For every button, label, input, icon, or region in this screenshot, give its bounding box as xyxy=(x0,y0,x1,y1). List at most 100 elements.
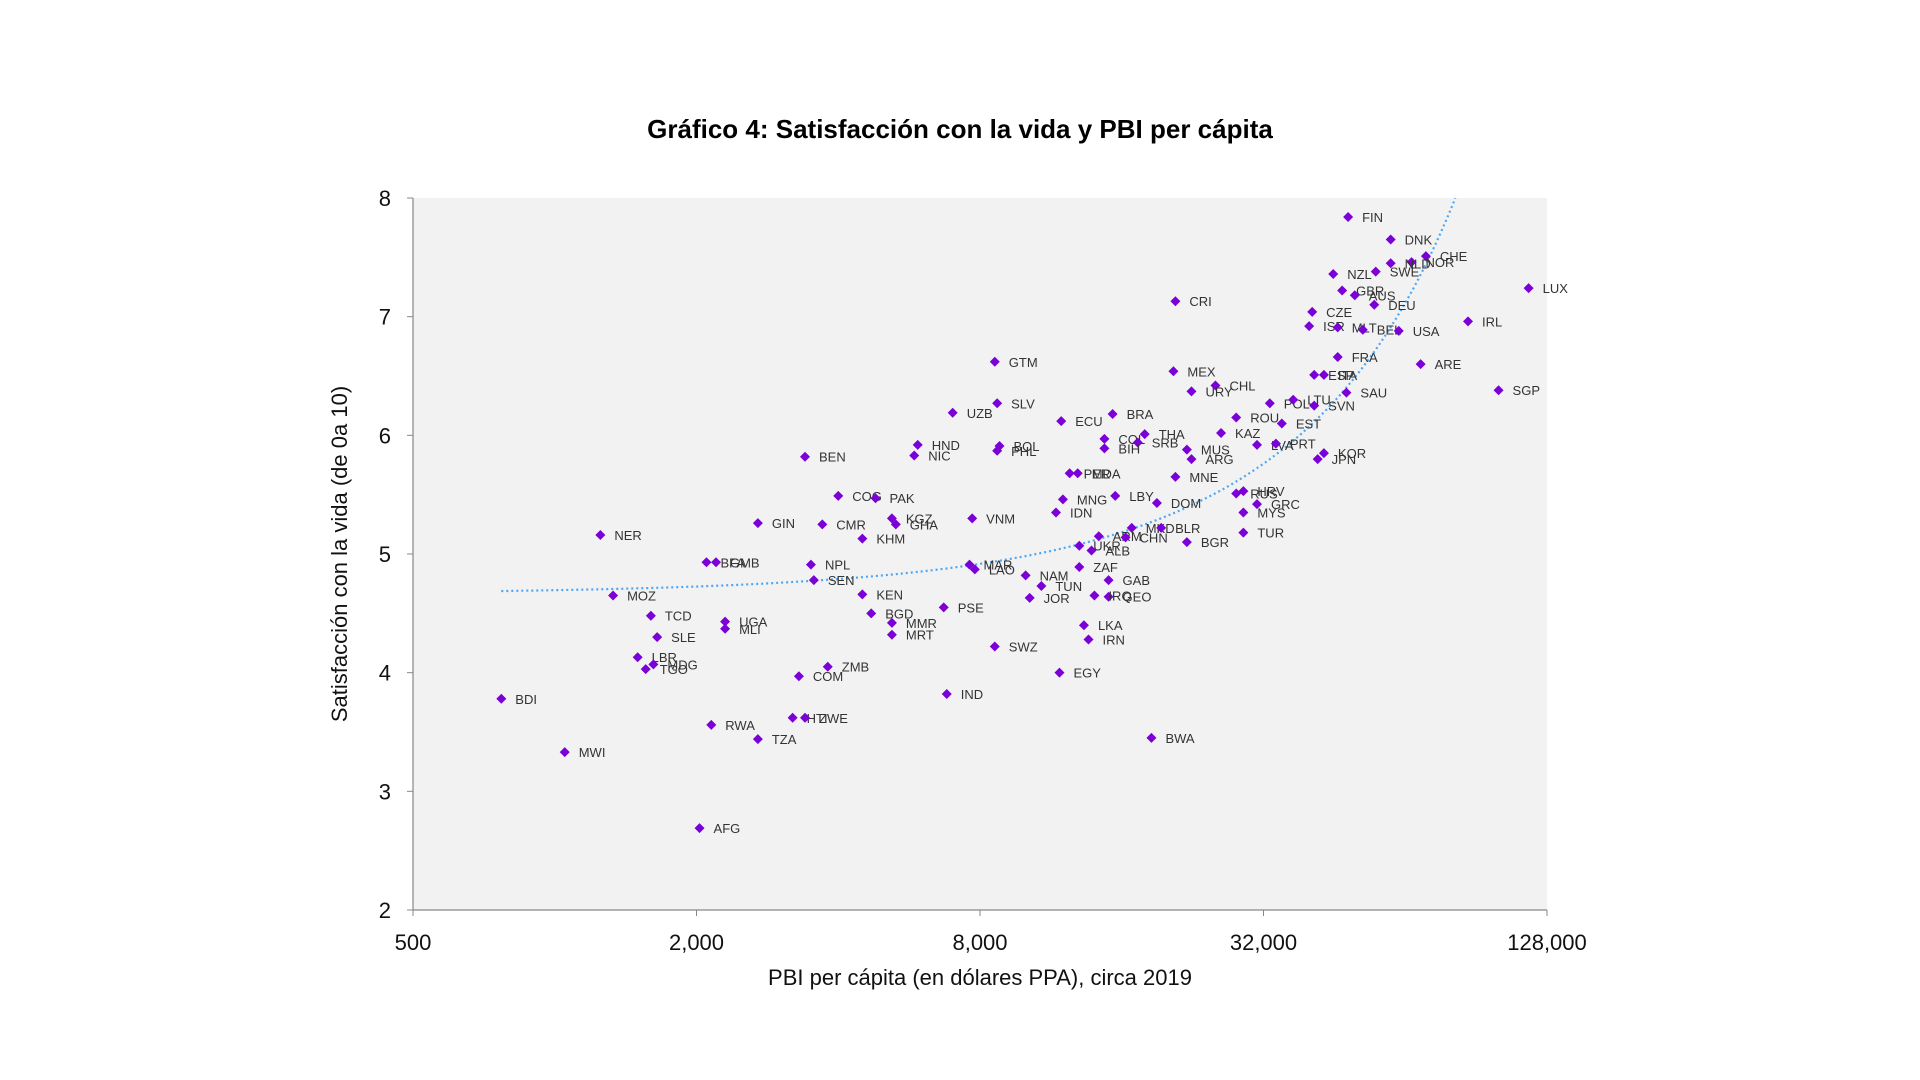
point-label: ALB xyxy=(1106,543,1131,558)
data-point-ecu xyxy=(1056,416,1067,427)
data-point-sen xyxy=(808,575,819,586)
data-point-lao xyxy=(969,564,980,575)
point-label: GTM xyxy=(1009,355,1038,370)
data-point-svn xyxy=(1309,400,1320,411)
data-point-ita xyxy=(1318,369,1329,380)
point-label: UZB xyxy=(967,406,993,421)
x-tick-label: 2,000 xyxy=(669,930,724,955)
point-label: SWE xyxy=(1390,265,1420,280)
point-label: SEN xyxy=(828,573,855,588)
point-label: HRV xyxy=(1257,484,1285,499)
data-point-mys xyxy=(1238,507,1249,518)
data-point-ury xyxy=(1186,386,1197,397)
y-tick-label: 8 xyxy=(379,186,391,211)
data-point-are xyxy=(1415,359,1426,370)
point-label: CHL xyxy=(1229,378,1255,393)
data-point-tcd xyxy=(645,610,656,621)
point-label: SVN xyxy=(1328,399,1355,414)
point-label: VNM xyxy=(986,511,1015,526)
point-label: SLV xyxy=(1011,396,1035,411)
x-tick-label: 128,000 xyxy=(1507,930,1587,955)
data-point-cri xyxy=(1170,296,1181,307)
point-label: LUX xyxy=(1543,281,1569,296)
data-point-mkd xyxy=(1126,522,1137,533)
data-point-pse xyxy=(938,602,949,613)
point-label: GHA xyxy=(910,517,939,532)
point-label: ARG xyxy=(1205,452,1233,467)
point-label: HND xyxy=(932,438,960,453)
x-tick-label: 500 xyxy=(395,930,432,955)
point-label: CRI xyxy=(1189,294,1211,309)
data-point-nam xyxy=(1020,570,1031,581)
y-tick-label: 2 xyxy=(379,898,391,923)
data-point-gab xyxy=(1103,575,1114,586)
data-point-fin xyxy=(1343,211,1354,222)
point-label: BOL xyxy=(1013,439,1039,454)
data-point-bdi xyxy=(496,693,507,704)
data-point-bra xyxy=(1107,408,1118,419)
data-point-mus xyxy=(1181,444,1192,455)
data-point-nic xyxy=(909,450,920,461)
data-point-gmb xyxy=(710,557,721,568)
point-label: UKR xyxy=(1093,539,1120,554)
point-label: NOR xyxy=(1426,255,1455,270)
data-point-cog xyxy=(833,490,844,501)
point-label: BFA xyxy=(720,555,745,570)
data-point-tha xyxy=(1139,429,1150,440)
data-point-geo xyxy=(1103,591,1114,602)
point-label: PAK xyxy=(890,491,915,506)
point-label: NER xyxy=(614,528,641,543)
point-label: ESP xyxy=(1328,368,1354,383)
data-point-kor xyxy=(1318,448,1329,459)
point-label: BDI xyxy=(515,692,537,707)
point-label: PHL xyxy=(1011,444,1036,459)
data-point-ken xyxy=(857,589,868,600)
data-point-sgp xyxy=(1493,385,1504,396)
point-label: RUS xyxy=(1250,486,1278,501)
point-label: BEL xyxy=(1377,323,1402,338)
data-point-vnm xyxy=(967,513,978,524)
data-point-jor xyxy=(1024,592,1035,603)
point-label: TCD xyxy=(665,609,692,624)
point-label: PSE xyxy=(958,600,984,615)
point-label: UGA xyxy=(739,615,768,630)
point-label: TUN xyxy=(1055,579,1082,594)
plot-area xyxy=(413,198,1547,910)
data-point-lbr xyxy=(632,652,643,663)
point-label: SGP xyxy=(1513,383,1540,398)
data-point-cze xyxy=(1307,306,1318,317)
data-point-irn xyxy=(1083,634,1094,645)
point-label: GRC xyxy=(1271,497,1300,512)
point-label: KGZ xyxy=(906,511,933,526)
point-label: CZE xyxy=(1326,305,1352,320)
point-label: MYS xyxy=(1257,505,1286,520)
data-point-chl xyxy=(1210,380,1221,391)
data-point-pak xyxy=(870,493,881,504)
point-label: JPN xyxy=(1332,452,1357,467)
y-tick-label: 4 xyxy=(379,661,391,686)
data-point-arg xyxy=(1186,454,1197,465)
data-point-deu xyxy=(1369,299,1380,310)
data-point-bfa xyxy=(701,557,712,568)
point-label: FIN xyxy=(1362,210,1383,225)
data-point-ind xyxy=(941,689,952,700)
point-label: BGD xyxy=(885,606,913,621)
data-point-bgd xyxy=(866,608,877,619)
point-label: ZAF xyxy=(1093,560,1118,575)
data-point-cmr xyxy=(817,519,828,530)
data-point-arm xyxy=(1093,531,1104,542)
data-point-dom xyxy=(1151,497,1162,508)
data-point-dnk xyxy=(1385,234,1396,245)
point-label: KOR xyxy=(1338,446,1366,461)
data-point-bgr xyxy=(1181,537,1192,548)
data-point-rou xyxy=(1231,412,1242,423)
point-label: NLD xyxy=(1405,256,1431,271)
data-point-mar xyxy=(964,559,975,570)
point-label: CHE xyxy=(1440,249,1468,264)
point-label: MAR xyxy=(984,558,1013,573)
point-label: NZL xyxy=(1347,267,1372,282)
point-label: FRA xyxy=(1352,350,1378,365)
point-label: ITA xyxy=(1338,368,1358,383)
point-label: CMR xyxy=(836,517,866,532)
point-label: ZWE xyxy=(819,711,848,726)
